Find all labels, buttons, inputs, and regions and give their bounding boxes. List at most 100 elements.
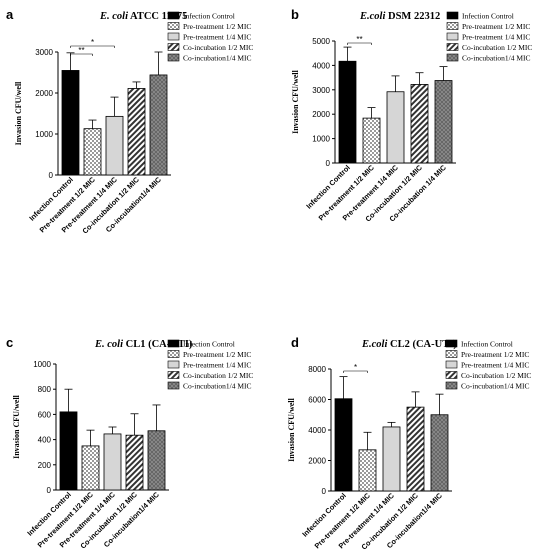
legend-swatch — [446, 32, 459, 41]
bar — [362, 117, 381, 164]
legend-swatch — [167, 11, 180, 20]
y-tick-label: 4000 — [312, 61, 330, 70]
legend-label: Co-incubation1/4 MIC — [183, 54, 252, 63]
panel-letter: b — [291, 7, 299, 22]
legend-swatch — [167, 371, 180, 379]
legend-swatch — [446, 22, 459, 30]
chart-title-rest: DSM 22312 — [385, 11, 440, 22]
bar — [338, 60, 357, 164]
bar — [105, 115, 124, 176]
y-tick-label: 1000 — [35, 130, 53, 139]
legend-swatch — [167, 22, 180, 30]
panel-letter: d — [291, 335, 299, 350]
y-axis-label: Invasion CFU/well — [287, 397, 296, 462]
legend-label: Pre-treatment 1/2 MIC — [183, 350, 251, 359]
bar — [149, 74, 168, 176]
y-tick-label: 0 — [49, 171, 54, 180]
y-tick-label: 400 — [38, 436, 52, 445]
legend-label: Infection Control — [461, 340, 513, 349]
y-axis-label: Invasion CFU/well — [291, 69, 300, 134]
significance-label: * — [354, 363, 357, 372]
y-tick-label: 2000 — [35, 89, 53, 98]
legend-label: Pre-treatment 1/4 MIC — [183, 361, 251, 370]
panel-letter: c — [6, 335, 13, 350]
y-axis-label: Invasion CFU/well — [14, 81, 23, 146]
legend-swatch — [167, 53, 180, 62]
legend-swatch — [446, 43, 459, 51]
legend-swatch — [445, 381, 458, 390]
bar — [406, 406, 425, 492]
legend-label: Co-incubation1/4 MIC — [462, 54, 531, 63]
legend-label: Pre-treatment 1/4 MIC — [461, 361, 529, 370]
legend-swatch — [167, 339, 180, 348]
chart-panel-a: a E. coli ATCC 11775 0 1000 2000 3000 Invasion… — [6, 7, 253, 236]
y-tick-label: 2000 — [308, 457, 326, 466]
legend-swatch — [167, 381, 180, 390]
chart-title-italic: E.coli — [361, 339, 387, 350]
legend-swatch — [445, 360, 458, 369]
legend-swatch — [446, 53, 459, 62]
legend-label: Infection Control — [462, 12, 514, 21]
legend-label: Pre-treatment 1/2 MIC — [461, 350, 529, 359]
y-tick-label: 6000 — [308, 396, 326, 405]
y-axis-label: Invasion CFU/well — [12, 394, 21, 459]
chart-title-rest: CL1 (CA-UTI) — [123, 339, 193, 350]
bar — [147, 430, 166, 491]
y-tick-label: 2000 — [312, 110, 330, 119]
legend-label: Pre-treatment 1/4 MIC — [183, 33, 251, 42]
bar — [434, 80, 453, 164]
bar — [83, 128, 102, 176]
panel-letter: a — [6, 7, 14, 22]
significance-label: * — [91, 38, 94, 47]
significance-label: ** — [356, 35, 362, 44]
legend-swatch — [445, 339, 458, 348]
chart-title-rest: ATCC 11775 — [128, 11, 187, 22]
bar — [103, 433, 122, 491]
y-tick-label: 8000 — [308, 365, 326, 374]
y-tick-label: 5000 — [312, 37, 330, 46]
legend-label: Co-incubation 1/2 MIC — [462, 43, 532, 52]
legend-swatch — [446, 11, 459, 20]
bar — [358, 449, 377, 492]
legend-swatch — [167, 350, 180, 358]
y-tick-label: 800 — [38, 385, 52, 394]
chart-title: E. coli ATCC 11775 — [99, 11, 187, 22]
chart-title-rest: CL2 (CA-UTI) — [387, 339, 457, 350]
legend-label: Co-incubation 1/2 MIC — [183, 43, 253, 52]
chart-title: E. coli CL1 (CA-UTI) — [94, 339, 193, 350]
chart-title-italic: E. coli — [99, 11, 128, 22]
legend-label: Infection Control — [183, 12, 235, 21]
bar — [81, 445, 100, 491]
bar — [386, 91, 405, 164]
legend-label: Pre-treatment 1/2 MIC — [462, 22, 530, 31]
bar — [430, 414, 449, 492]
legend-swatch — [445, 371, 458, 379]
y-tick-label: 0 — [326, 159, 331, 168]
chart-title-italic: E.coli — [359, 11, 385, 22]
y-tick-label: 4000 — [308, 426, 326, 435]
bar — [127, 88, 146, 176]
legend-label: Pre-treatment 1/4 MIC — [462, 33, 530, 42]
legend-label: Pre-treatment 1/2 MIC — [183, 22, 251, 31]
bar — [61, 70, 80, 176]
y-tick-label: 200 — [38, 461, 52, 470]
y-tick-label: 0 — [322, 487, 327, 496]
bar — [334, 398, 353, 492]
bar — [382, 426, 401, 492]
y-tick-label: 1000 — [312, 135, 330, 144]
legend-label: Co-incubation1/4 MIC — [461, 382, 530, 391]
legend-label: Co-incubation1/4 MIC — [183, 382, 252, 391]
legend-swatch — [167, 32, 180, 41]
chart-title: E.coli DSM 22312 — [359, 11, 440, 22]
y-tick-label: 0 — [47, 486, 52, 495]
legend-swatch — [167, 43, 180, 51]
chart-panel-b: b E.coli DSM 22312 0 1000 2000 3000 4000 5000 In… — [291, 7, 532, 224]
legend-swatch — [445, 350, 458, 358]
bar — [410, 84, 429, 164]
y-tick-label: 600 — [38, 410, 52, 419]
significance-label: ** — [78, 46, 84, 55]
legend-swatch — [167, 360, 180, 369]
y-tick-label: 3000 — [35, 48, 53, 57]
y-tick-label: 3000 — [312, 86, 330, 95]
